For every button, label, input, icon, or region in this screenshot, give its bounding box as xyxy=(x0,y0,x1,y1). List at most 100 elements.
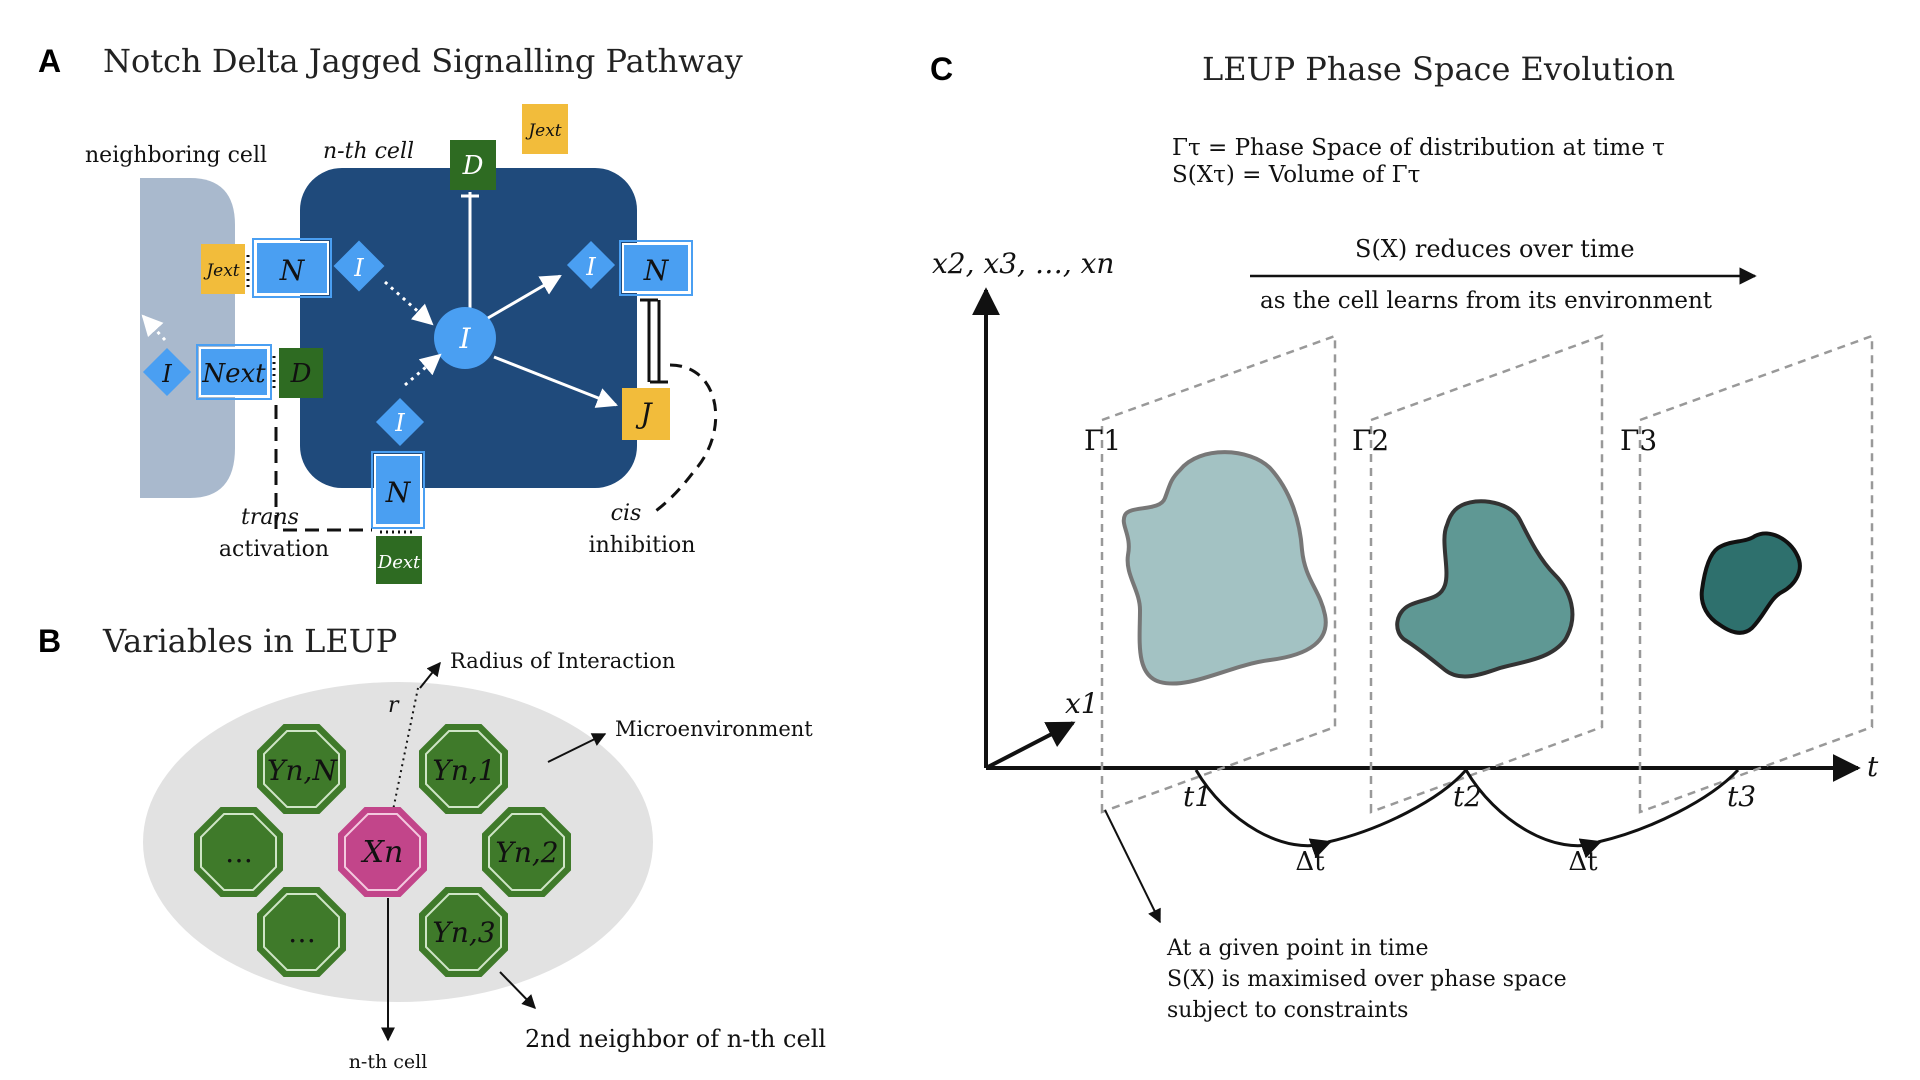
arrow-left-i-to-center xyxy=(384,280,434,326)
phase-space-blob-3 xyxy=(1699,531,1802,635)
arrow-neighbor-i xyxy=(141,314,167,342)
next-label: Next xyxy=(201,359,266,389)
delta-t-arc-2a xyxy=(1464,769,1602,859)
note-arrow xyxy=(1104,809,1161,924)
x-n-label: Xn xyxy=(361,835,404,870)
central-i-node xyxy=(434,307,496,369)
t-axis-label: t xyxy=(1867,750,1879,783)
jagged-box xyxy=(622,388,670,440)
delta-t-arc-1b xyxy=(1327,769,1468,844)
inhibition-label: inhibition xyxy=(589,533,696,558)
radius-arrow xyxy=(419,661,441,689)
delta-t-arc-2b xyxy=(1597,768,1740,844)
panel-a: A Notch Delta Jagged Signalling Pathway … xyxy=(38,42,743,584)
arrow-center-to-j xyxy=(493,355,618,408)
jext-top-label: Jext xyxy=(525,121,561,141)
radius-label: Radius of Interaction xyxy=(450,649,675,673)
i-diamond-right-label: I xyxy=(585,253,596,281)
note-line-2: S(X) is maximised over phase space xyxy=(1167,967,1567,992)
jagged-label: J xyxy=(635,397,653,430)
x1-axis xyxy=(985,721,1076,770)
phase-plane-1 xyxy=(1100,334,1337,814)
octagon-y-n-3: Yn,3 xyxy=(419,887,508,977)
y-n-1-label: Yn,1 xyxy=(432,754,495,787)
microenvironment-label: Microenvironment xyxy=(615,717,813,741)
definition-line-1: Γτ = Phase Space of distribution at time… xyxy=(1172,135,1665,161)
jext-top-box xyxy=(522,104,568,154)
panel-b-nth-cell-label: n-th cell xyxy=(349,1051,428,1073)
octagon-y-n-1: Yn,1 xyxy=(419,724,508,814)
delta-t-label-1: Δt xyxy=(1295,847,1325,877)
delta-left-label: D xyxy=(290,359,312,389)
microenvironment-arrow xyxy=(547,733,607,763)
panel-b-title: Variables in LEUP xyxy=(102,622,397,660)
reduces-label: S(X) reduces over time xyxy=(1355,235,1635,263)
delta-top-label: D xyxy=(462,151,484,181)
trans-dashed-path xyxy=(274,405,372,532)
next-box xyxy=(199,347,269,397)
y-n-N-label: Yn,N xyxy=(267,754,338,787)
t3-label: t3 xyxy=(1727,780,1756,813)
delta-left-box xyxy=(279,348,323,398)
notch-right-frame xyxy=(619,240,693,296)
phase-space-blob-1 xyxy=(1121,450,1328,686)
x1-label: x1 xyxy=(1065,687,1099,720)
y-axis-label: x2, x3, …, xn xyxy=(932,247,1114,280)
gamma-3-label: Γ3 xyxy=(1620,424,1657,457)
notch-left-frame xyxy=(252,238,332,298)
phase-plane-3 xyxy=(1638,334,1874,814)
notch-bottom-frame xyxy=(371,451,425,529)
panel-c-title: LEUP Phase Space Evolution xyxy=(1202,50,1675,88)
panel-c-letter: C xyxy=(930,51,953,87)
second-neighbor-arrow xyxy=(499,971,536,1010)
dext-label: Dext xyxy=(377,552,421,573)
dext-box xyxy=(376,536,422,584)
central-i-label: I xyxy=(458,322,471,355)
dots-left-label: … xyxy=(225,836,253,869)
notch-left-box xyxy=(255,241,329,295)
octagon-dots-left: … xyxy=(194,807,283,897)
panel-b-letter: B xyxy=(38,623,61,659)
arrow-center-to-right-i xyxy=(487,274,562,320)
cis-label: cis xyxy=(611,501,642,526)
gamma-2-label: Γ2 xyxy=(1352,424,1389,457)
panel-b: B Variables in LEUP Radius of Interactio… xyxy=(38,622,826,1073)
notch-bottom-box xyxy=(374,454,422,526)
trans-label: trans xyxy=(241,505,299,530)
y-n-3-label: Yn,3 xyxy=(432,916,495,949)
r-label: r xyxy=(388,693,400,718)
dots-bottom-label: … xyxy=(288,916,316,949)
phase-space-blob-2 xyxy=(1395,499,1575,679)
octagon-x-n: Xn xyxy=(338,807,427,897)
delta-top-box xyxy=(450,140,496,190)
activation-label: activation xyxy=(219,537,329,562)
notch-left-label: N xyxy=(279,254,306,287)
t1-label: t1 xyxy=(1183,780,1212,813)
delta-t-label-2: Δt xyxy=(1568,847,1598,877)
cis-dashed-loop xyxy=(649,363,718,517)
t2-label: t2 xyxy=(1453,780,1482,813)
delta-t-arc-1a xyxy=(1194,769,1332,859)
neighboring-cell xyxy=(140,178,235,498)
learns-label: as the cell learns from its environment xyxy=(1260,288,1713,314)
note-line-3: subject to constraints xyxy=(1167,998,1408,1023)
y-n-2-label: Yn,2 xyxy=(495,836,558,869)
i-diamond-bottom-label: I xyxy=(394,409,405,437)
notch-bottom-label: N xyxy=(385,476,412,509)
octagon-y-n-N: Yn,N xyxy=(257,724,346,814)
i-diamond-neighbor xyxy=(142,347,192,397)
panel-a-title: Notch Delta Jagged Signalling Pathway xyxy=(103,42,743,80)
notch-right-box xyxy=(622,243,690,293)
second-neighbor-label: 2nd neighbor of n-th cell xyxy=(525,1025,826,1053)
i-diamond-left-label: I xyxy=(353,254,364,282)
i-diamond-neighbor-label: I xyxy=(161,360,172,388)
jext-left-box xyxy=(201,244,245,294)
jext-left-label: Jext xyxy=(203,261,239,281)
panel-a-letter: A xyxy=(38,43,61,79)
phase-plane-2 xyxy=(1369,334,1604,814)
note-line-1: At a given point in time xyxy=(1166,936,1429,961)
i-diamond-bottom xyxy=(375,397,425,447)
next-frame xyxy=(196,344,272,400)
octagon-y-n-2: Yn,2 xyxy=(482,807,571,897)
